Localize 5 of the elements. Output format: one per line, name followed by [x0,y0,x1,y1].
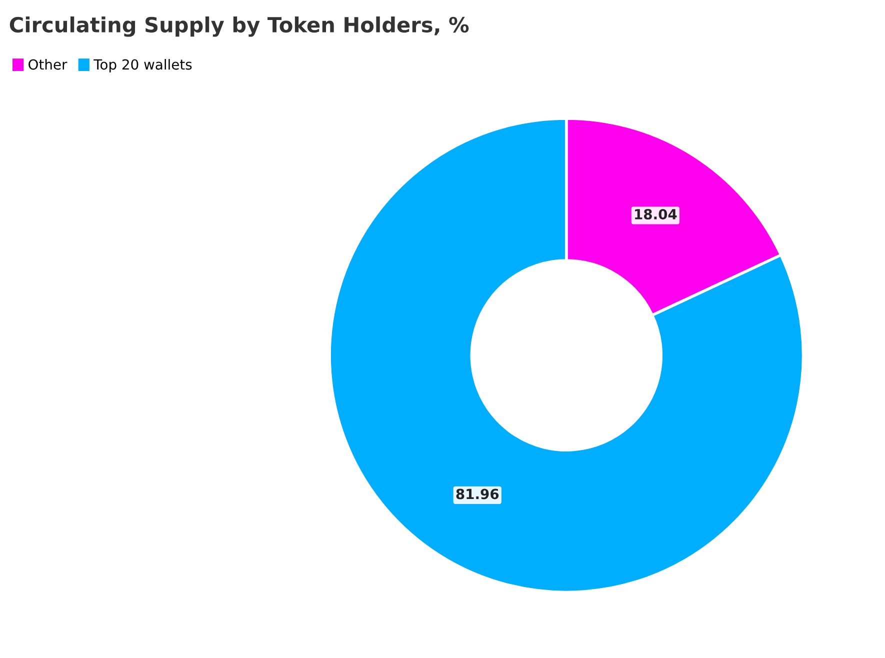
data-label: 81.96 [456,488,499,500]
data-label: 18.04 [635,208,677,220]
chart-title: Circulating Supply by Token Holders, % [10,16,469,37]
legend-label: Top 20 wallets [94,58,192,72]
legend-label: Other [28,58,68,70]
